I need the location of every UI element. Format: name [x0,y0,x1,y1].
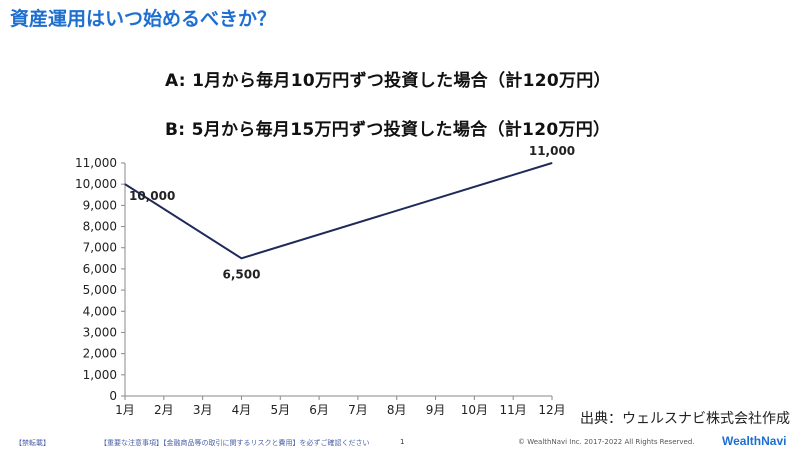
x-tick-label: 5月 [270,403,290,417]
y-tick-label: 5,000 [83,283,117,297]
data-label: 10,000 [129,189,175,203]
data-point [551,162,553,164]
x-tick-label: 8月 [387,403,407,417]
series-line [124,162,553,260]
data-point [124,183,126,185]
no-reprint-label: 【禁転載】 [15,439,50,447]
copyright-text: © WealthNavi Inc. 2017-2022 All Rights R… [518,438,695,446]
page-title: 資産運用はいつ始めるべきか？ [10,8,277,30]
y-tick-label: 0 [109,389,117,403]
y-tick-label: 1,000 [83,368,117,382]
x-tick-label: 7月 [348,403,368,417]
x-tick-label: 2月 [154,403,174,417]
plan-b-caption: B: 5月から毎月15万円ずつ投資した場合（計120万円） [165,120,611,140]
page-number: 1 [400,438,405,446]
x-tick-label: 9月 [426,403,446,417]
y-tick-label: 8,000 [83,220,117,234]
data-label: 6,500 [222,267,260,281]
x-tick-label: 3月 [193,403,213,417]
y-tick-label: 10,000 [75,177,117,191]
y-tick-label: 4,000 [83,304,117,318]
y-tick-label: 7,000 [83,241,117,255]
data-label: 11,000 [529,144,575,158]
x-tick-label: 1月 [115,403,135,417]
y-tick-label: 2,000 [83,347,117,361]
data-point [240,257,242,259]
x-tick-label: 4月 [232,403,252,417]
y-tick-label: 9,000 [83,198,117,212]
y-tick-label: 11,000 [75,156,117,170]
wealthnavi-logo: WealthNavi [722,434,787,448]
x-tick-label: 6月 [309,403,329,417]
y-tick-label: 6,000 [83,262,117,276]
important-notice-link[interactable]: 【重要な注意事項】【金融商品等の取引に関するリスクと費用】を必ずご確認ください [100,439,370,447]
y-tick-label: 3,000 [83,325,117,339]
x-tick-label: 11月 [500,403,527,417]
plan-a-caption: A: 1月から毎月10万円ずつ投資した場合（計120万円） [165,71,611,91]
source-note: 出典：ウェルスナビ株式会社作成 [580,411,790,427]
x-tick-label: 12月 [538,403,565,417]
x-tick-label: 10月 [461,403,488,417]
